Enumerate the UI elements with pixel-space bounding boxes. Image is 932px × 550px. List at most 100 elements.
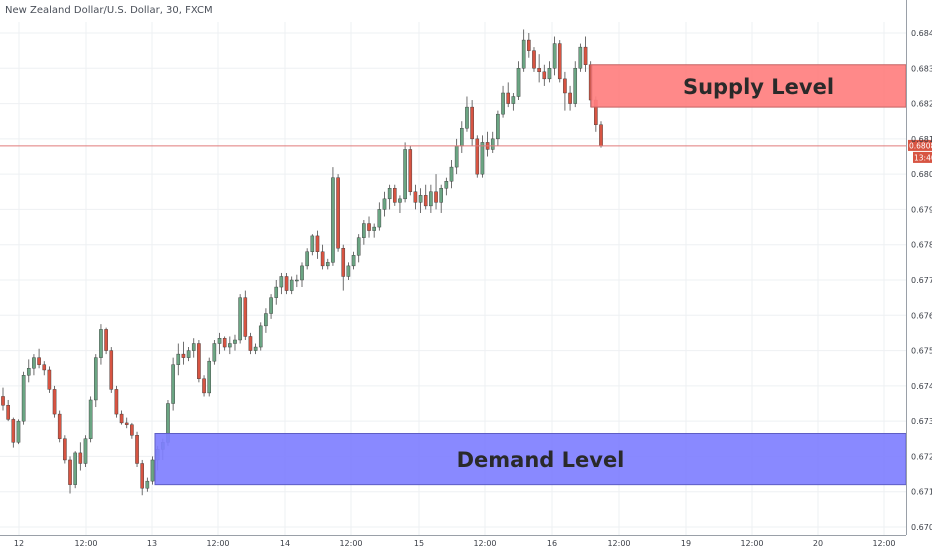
candle-down bbox=[197, 343, 201, 379]
candle-down bbox=[320, 251, 325, 267]
candle-up bbox=[398, 198, 402, 203]
candle-down bbox=[57, 413, 62, 439]
candle-up bbox=[490, 138, 495, 150]
x-tick-label: 14 bbox=[280, 539, 290, 548]
candle-up bbox=[387, 188, 392, 200]
supply-zone bbox=[590, 64, 907, 108]
candle-down bbox=[315, 235, 320, 252]
candle-up bbox=[521, 39, 526, 69]
x-tick-label: 12:00 bbox=[74, 539, 97, 548]
candle-down bbox=[434, 191, 438, 203]
x-tick-label: 12:00 bbox=[607, 539, 630, 548]
candle-down bbox=[119, 413, 124, 424]
candle-up bbox=[207, 360, 212, 394]
y-tick-label: 0.67700 bbox=[911, 276, 932, 285]
candle-down bbox=[475, 138, 480, 175]
candle-up bbox=[88, 399, 93, 439]
candle-down bbox=[506, 92, 511, 104]
countdown-tag bbox=[913, 151, 932, 163]
candle-up bbox=[145, 480, 150, 489]
candle-down bbox=[78, 452, 83, 464]
candle-down bbox=[124, 422, 129, 425]
candle-up bbox=[83, 438, 88, 464]
candle-down bbox=[104, 329, 108, 351]
candle-down bbox=[181, 353, 186, 358]
candle-down bbox=[341, 248, 346, 277]
candle-down bbox=[47, 369, 52, 390]
candle-up bbox=[516, 68, 521, 97]
demand-zone bbox=[154, 432, 907, 486]
last-price-label: 0.68080 bbox=[909, 141, 932, 150]
candle-up bbox=[578, 46, 583, 69]
candle-up bbox=[331, 177, 335, 263]
x-tick-label: 12 bbox=[14, 539, 24, 548]
candle-up bbox=[382, 198, 387, 210]
candle-down bbox=[423, 195, 428, 207]
candle-down bbox=[413, 191, 418, 203]
candle-up bbox=[346, 265, 351, 277]
candle-up bbox=[186, 350, 191, 358]
candle-down bbox=[537, 68, 541, 73]
x-tick-label: 15 bbox=[414, 539, 424, 548]
candle-up bbox=[300, 265, 304, 281]
candle-up bbox=[253, 346, 258, 351]
x-tick-label: 19 bbox=[681, 539, 691, 548]
y-tick-label: 0.68200 bbox=[911, 100, 932, 109]
y-tick-label: 0.67500 bbox=[911, 347, 932, 356]
x-tick-label: 12:00 bbox=[872, 539, 895, 548]
x-tick-label: 16 bbox=[547, 539, 557, 548]
candle-up bbox=[274, 286, 279, 298]
candle-up bbox=[16, 420, 21, 443]
candle-down bbox=[568, 92, 572, 104]
candle-up bbox=[325, 262, 330, 267]
candle-up bbox=[258, 325, 263, 348]
candle-down bbox=[336, 177, 340, 249]
candle-up bbox=[449, 166, 454, 182]
candle-down bbox=[109, 350, 114, 390]
candle-up bbox=[212, 343, 217, 362]
candle-up bbox=[429, 191, 433, 207]
candle-up bbox=[21, 375, 26, 422]
candle-up bbox=[93, 357, 98, 401]
candle-down bbox=[557, 43, 562, 80]
candle-down bbox=[532, 50, 536, 69]
y-tick-label: 0.68300 bbox=[911, 64, 932, 73]
candle-up bbox=[439, 188, 443, 203]
candles bbox=[1, 29, 603, 496]
candle-up bbox=[460, 128, 464, 147]
candle-up bbox=[372, 226, 376, 231]
candle-up bbox=[150, 459, 155, 482]
candle-up bbox=[501, 92, 505, 115]
y-tick-label: 0.68000 bbox=[911, 170, 932, 179]
candle-up bbox=[26, 368, 31, 376]
candle-up bbox=[377, 209, 382, 228]
candle-down bbox=[37, 357, 41, 365]
candle-down bbox=[599, 124, 603, 147]
candle-down bbox=[392, 188, 397, 203]
candle-down bbox=[1, 396, 5, 406]
x-tick-label: 12:00 bbox=[473, 539, 496, 548]
candle-up bbox=[99, 329, 103, 358]
candle-down bbox=[222, 338, 227, 348]
candle-up bbox=[547, 68, 552, 80]
candle-up bbox=[264, 313, 268, 327]
candle-up bbox=[356, 237, 361, 256]
candle-up bbox=[176, 353, 181, 365]
candle-down bbox=[243, 297, 248, 337]
candle-down bbox=[583, 46, 588, 65]
candle-up bbox=[403, 149, 407, 200]
y-tick-label: 0.68100 bbox=[911, 135, 932, 144]
y-tick-label: 0.67200 bbox=[911, 452, 932, 461]
candle-up bbox=[217, 338, 222, 344]
candle-up bbox=[73, 452, 77, 485]
chart-title: New Zealand Dollar/U.S. Dollar, 30, FXCM bbox=[5, 5, 213, 16]
candle-down bbox=[11, 419, 16, 443]
candle-down bbox=[367, 223, 371, 231]
candle-up bbox=[233, 339, 237, 344]
candle-down bbox=[68, 459, 72, 485]
candle-down bbox=[52, 389, 57, 415]
y-tick-label: 0.67300 bbox=[911, 417, 932, 426]
y-tick-label: 0.67100 bbox=[911, 488, 932, 497]
x-tick-label: 12:00 bbox=[740, 539, 763, 548]
